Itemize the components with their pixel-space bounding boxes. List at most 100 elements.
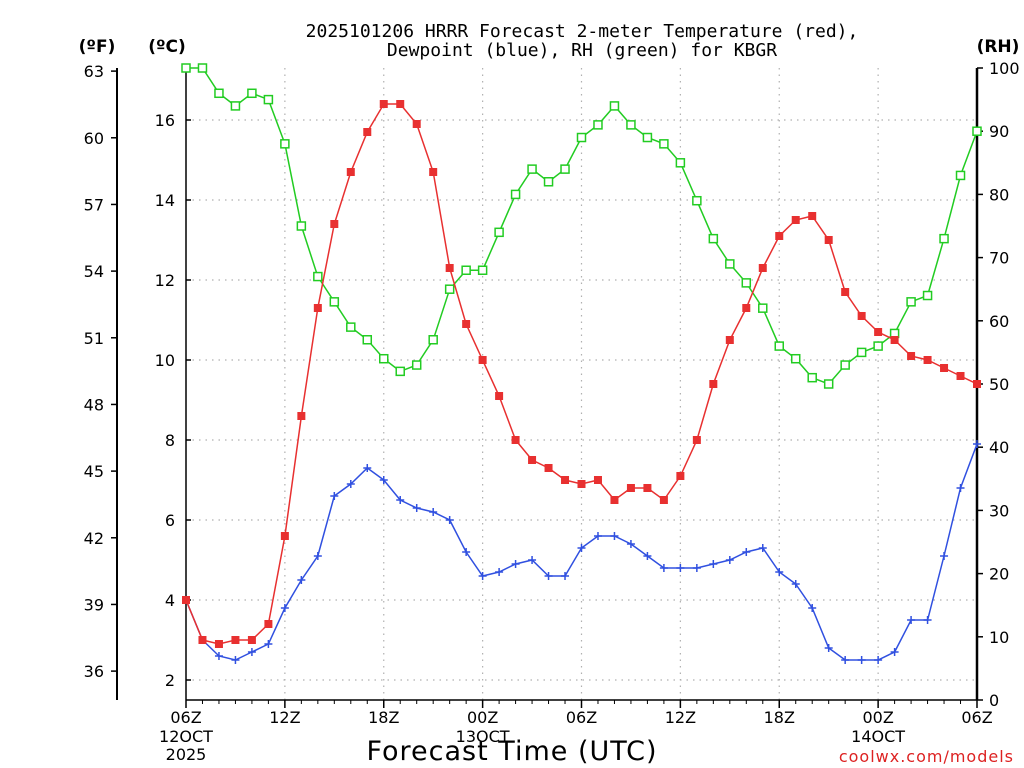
dewpoint-point: [297, 576, 306, 584]
fahrenheit-tick-label: 45: [84, 462, 104, 481]
temperature-point: [495, 392, 504, 400]
fahrenheit-tick-label: 57: [84, 195, 104, 214]
rh-point: [494, 227, 504, 238]
rh-point: [576, 132, 587, 143]
rh-point: [461, 265, 471, 275]
dewpoint-point: [577, 544, 586, 552]
temperature-point: [775, 232, 784, 240]
rh-point: [510, 189, 521, 200]
fahrenheit-tick-label: 42: [84, 529, 104, 548]
temperature-point: [659, 496, 668, 504]
rh-point: [906, 297, 916, 307]
temperature-point: [692, 436, 701, 444]
rh-point: [346, 322, 356, 332]
rh-point: [955, 170, 966, 181]
rh-point: [313, 271, 323, 282]
dewpoint-point: [923, 616, 932, 624]
rh-point: [560, 164, 570, 174]
rh-point: [181, 63, 191, 73]
rh-point: [197, 63, 208, 73]
temperature-point: [610, 496, 619, 504]
dewpoint-point: [495, 568, 504, 576]
rh-tick-label: 50: [989, 375, 1009, 394]
x-tick-year-label: 2025: [166, 745, 207, 764]
rh-point: [675, 158, 686, 168]
dewpoint-point: [808, 604, 817, 612]
rh-point: [972, 126, 982, 136]
x-tick-label: 00Z: [862, 708, 893, 727]
rh-point: [659, 139, 669, 149]
temperature-point: [280, 532, 289, 540]
celsius-tick-label: 10: [155, 351, 175, 370]
rh-point: [642, 132, 653, 143]
dewpoint-point: [709, 560, 718, 568]
temperature-point: [182, 596, 190, 604]
rh-point: [922, 290, 933, 301]
chart-title-line-1: 2025101206 HRRR Forecast 2-meter Tempera…: [306, 21, 859, 42]
rh-point: [247, 88, 257, 99]
celsius-tick-label: 12: [155, 271, 175, 290]
temperature-point: [297, 412, 306, 420]
temperature-point: [346, 168, 355, 176]
dewpoint-point: [528, 556, 537, 564]
rh-point: [774, 341, 784, 351]
dewpoint-point: [379, 476, 388, 484]
rh-point: [939, 233, 949, 244]
rh-point: [856, 347, 867, 358]
temperature-point: [511, 436, 520, 444]
temperature-point: [676, 472, 685, 480]
x-tick-date-label: 14OCT: [851, 727, 905, 746]
fahrenheit-tick-label: 60: [84, 129, 104, 148]
temperature-point: [363, 128, 372, 136]
temperature-point: [198, 636, 207, 644]
temperature-point: [907, 352, 916, 360]
rh-point: [214, 88, 224, 99]
celsius-tick-label: 8: [165, 431, 175, 450]
dewpoint-point: [412, 504, 421, 512]
celsius-tick-label: 6: [165, 511, 175, 530]
dewpoint-point: [313, 552, 322, 560]
temperature-point: [214, 640, 223, 648]
dewpoint-point: [907, 616, 916, 624]
rh-point: [280, 139, 290, 149]
dewpoint-point: [280, 604, 289, 612]
fahrenheit-tick-label: 51: [84, 329, 104, 348]
temperature-point: [330, 220, 339, 228]
x-tick-label: 06Z: [566, 708, 597, 727]
temperature-point: [857, 312, 866, 320]
dewpoint-point: [725, 556, 734, 564]
temperature-point: [577, 480, 586, 488]
rh-point: [543, 177, 554, 187]
temperature-point: [841, 288, 850, 296]
rh-point: [527, 164, 537, 174]
dewpoint-point: [824, 644, 833, 652]
x-tick-label: 12Z: [665, 708, 696, 727]
dewpoint-point: [973, 440, 981, 448]
dewpoint-point: [363, 464, 372, 472]
data-series: [181, 63, 982, 664]
rh-point: [692, 195, 702, 206]
fahrenheit-tick-label: 48: [84, 395, 104, 414]
temperature-point: [561, 476, 570, 484]
rh-point: [708, 233, 719, 244]
dewpoint-point: [264, 640, 273, 648]
dewpoint-point: [791, 580, 800, 588]
rh-tick-label: 60: [989, 312, 1009, 331]
rh-tick-label: 70: [989, 249, 1009, 268]
dewpoint-point: [841, 656, 850, 664]
temperature-point: [412, 120, 421, 128]
dewpoint-point: [857, 656, 866, 664]
x-tick-date-label: 13OCT: [456, 727, 510, 746]
x-tick-label: 06Z: [170, 708, 201, 727]
x-tick-label: 00Z: [467, 708, 498, 727]
dewpoint-point: [231, 656, 240, 664]
rh-point: [362, 335, 373, 345]
rh-tick-label: 40: [989, 438, 1009, 457]
rh-tick-label: 80: [989, 185, 1009, 204]
dewpoint-point: [478, 572, 487, 580]
x-tick-label: 06Z: [961, 708, 992, 727]
rh-tick-label: 0: [989, 691, 999, 710]
rh-point: [296, 221, 307, 231]
gridlines: [186, 68, 977, 700]
dewpoint-point: [561, 572, 570, 580]
